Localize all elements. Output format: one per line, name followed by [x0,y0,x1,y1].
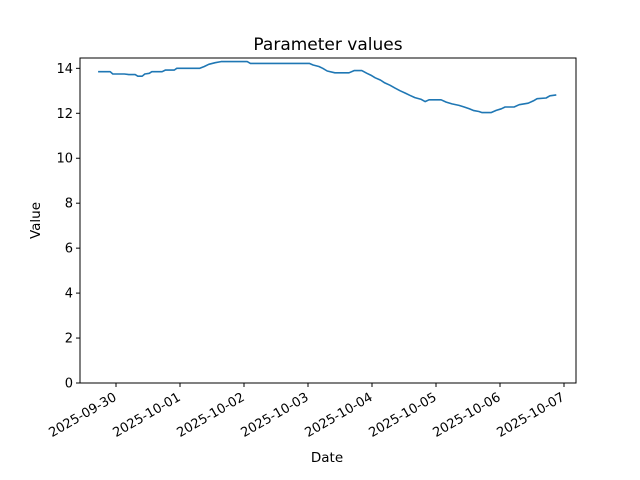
chart-title: Parameter values [253,35,402,55]
y-tick-label: 12 [56,107,73,122]
y-tick-label: 4 [65,287,73,302]
y-tick-label: 2 [65,332,73,347]
x-tick-label: 2025-10-05 [366,390,439,441]
axes-frame [79,57,577,384]
x-tick-label: 2025-10-06 [430,390,503,441]
x-tick-label: 2025-10-03 [238,390,311,441]
x-tick-label: 2025-10-07 [494,390,567,441]
y-tick-label: 10 [56,152,73,167]
y-tick-label: 0 [65,377,73,392]
y-tick-label: 14 [56,62,73,77]
x-tick-label: 2025-09-30 [46,390,119,441]
x-tick-label: 2025-10-02 [174,390,247,441]
x-tick-label: 2025-10-01 [110,390,183,441]
plot-area: 2025-09-302025-10-012025-10-022025-10-03… [46,57,577,441]
x-axis-label: Date [311,450,343,466]
y-tick-label: 6 [65,242,73,257]
data-line-parameter-values [98,60,557,114]
y-tick-label: 8 [65,197,73,212]
x-tick-label: 2025-10-04 [302,390,375,441]
y-axis-label: Value [28,202,44,239]
